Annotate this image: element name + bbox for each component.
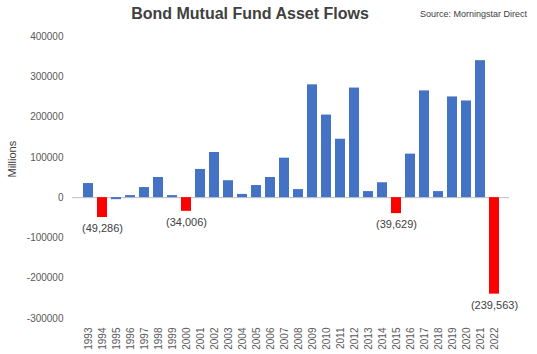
svg-text:(49,286): (49,286) <box>82 222 123 234</box>
svg-text:300000: 300000 <box>30 71 64 82</box>
svg-text:1999: 1999 <box>167 327 178 350</box>
svg-text:2018: 2018 <box>433 327 444 350</box>
svg-text:2020: 2020 <box>461 327 472 350</box>
html-text:Source: Morningstar Direct: Source: Morningstar Direct <box>420 9 527 19</box>
svg-text:1994: 1994 <box>97 327 108 350</box>
svg-text:2022: 2022 <box>489 327 500 350</box>
svg-text:2004: 2004 <box>237 327 248 350</box>
svg-text:-300000: -300000 <box>27 313 64 324</box>
svg-text:(239,563): (239,563) <box>471 299 518 311</box>
svg-text:2021: 2021 <box>475 327 486 350</box>
svg-text:400000: 400000 <box>30 31 64 42</box>
svg-text:2012: 2012 <box>349 327 360 350</box>
svg-text:2011: 2011 <box>335 327 346 349</box>
svg-text:1995: 1995 <box>111 327 122 350</box>
svg-text:2002: 2002 <box>209 327 220 350</box>
svg-text:2013: 2013 <box>363 327 374 350</box>
svg-text:-200000: -200000 <box>27 272 64 283</box>
svg-text:0: 0 <box>58 192 64 203</box>
svg-text:(39,629): (39,629) <box>376 218 417 230</box>
svg-text:(34,006): (34,006) <box>166 216 207 228</box>
svg-text:2005: 2005 <box>251 327 262 350</box>
svg-text:1996: 1996 <box>125 327 136 350</box>
svg-text:-100000: -100000 <box>27 232 64 243</box>
svg-text:200000: 200000 <box>30 111 64 122</box>
svg-text:2019: 2019 <box>447 327 458 350</box>
svg-text:2016: 2016 <box>405 327 416 350</box>
svg-text:2017: 2017 <box>419 327 430 350</box>
svg-text:2008: 2008 <box>293 327 304 350</box>
svg-text:100000: 100000 <box>30 152 64 163</box>
svg-text:1997: 1997 <box>139 327 150 350</box>
svg-text:1998: 1998 <box>153 327 164 350</box>
svg-text:2015: 2015 <box>391 327 402 350</box>
svg-text:2003: 2003 <box>223 327 234 350</box>
svg-text:2001: 2001 <box>195 327 206 350</box>
svg-text:Millions: Millions <box>6 140 18 177</box>
svg-text:2000: 2000 <box>181 327 192 350</box>
svg-text:2007: 2007 <box>279 327 290 350</box>
html-text:Bond Mutual Fund Asset Flows: Bond Mutual Fund Asset Flows <box>131 5 369 22</box>
svg-text:2006: 2006 <box>265 327 276 350</box>
svg-text:1993: 1993 <box>83 327 94 350</box>
svg-text:2010: 2010 <box>321 327 332 350</box>
svg-text:2014: 2014 <box>377 327 388 350</box>
svg-text:2009: 2009 <box>307 327 318 350</box>
